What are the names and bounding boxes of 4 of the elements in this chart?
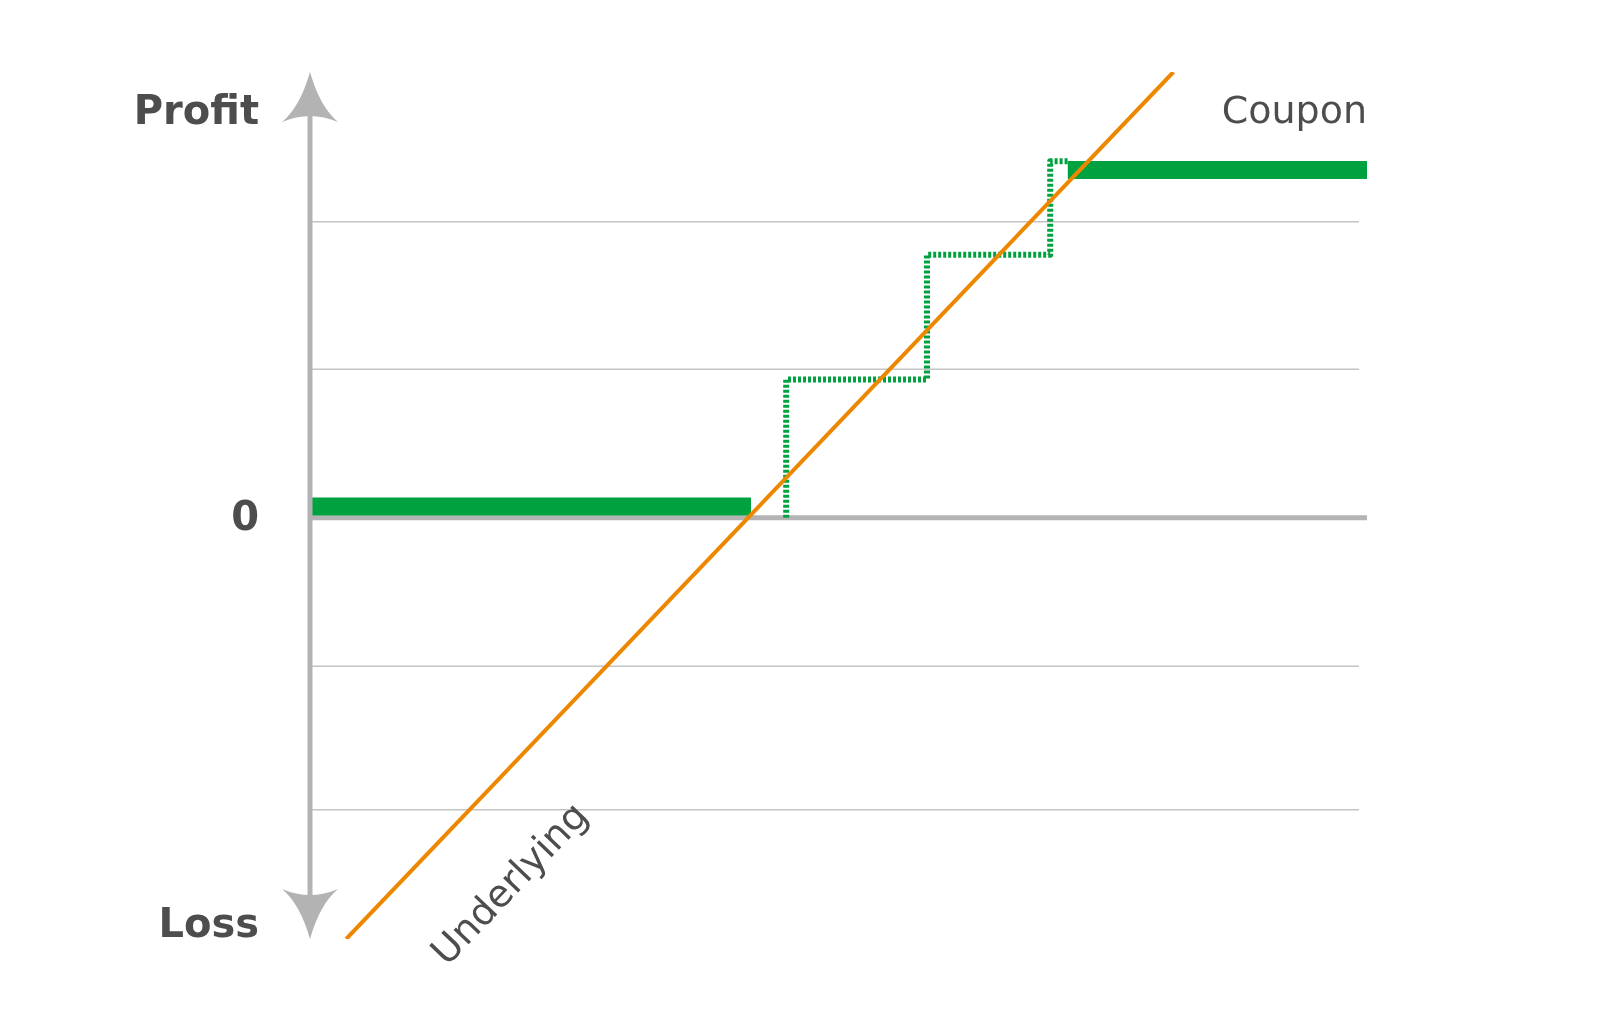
text: Profit: [133, 87, 259, 134]
text: Loss: [158, 900, 259, 947]
ref-line-label: 0: [231, 493, 259, 540]
series-label: Coupon: [1221, 87, 1367, 132]
